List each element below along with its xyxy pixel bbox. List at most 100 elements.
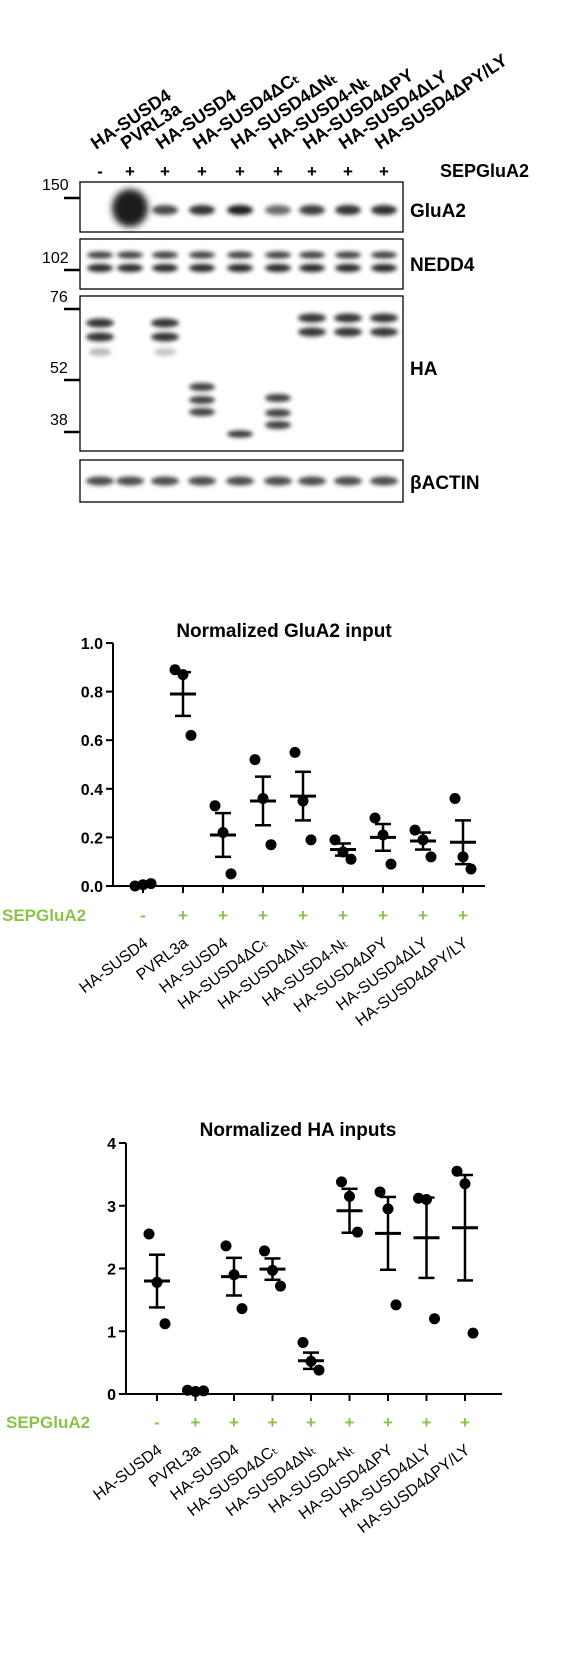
blot-band [188, 476, 216, 486]
blot-band [265, 421, 291, 429]
data-point [467, 1327, 479, 1339]
blot-band [265, 264, 291, 272]
treatment-sign: + [197, 162, 207, 181]
western-blot: HA-SUSD4PVRL3aHA-SUSD4HA-SUSD4ΔCₜHA-SUSD… [42, 50, 529, 503]
blot-band [299, 205, 325, 215]
data-point [390, 1299, 402, 1311]
blot-band [227, 430, 253, 438]
treatment-sign: + [307, 162, 317, 181]
data-point [429, 1313, 440, 1325]
data-point [313, 1364, 325, 1376]
treatment-sign: + [306, 1413, 316, 1432]
treatment-sign: + [345, 1413, 355, 1432]
treatment-sign: + [218, 906, 228, 925]
y-tick-label: 1.0 [81, 636, 103, 653]
blot-band [227, 251, 253, 259]
blot-band [227, 205, 253, 215]
treatment-sign: + [460, 1413, 470, 1432]
data-point [225, 868, 237, 880]
blot-band [335, 251, 361, 259]
chart2-marks [143, 1165, 479, 1397]
panel-label-nedd4: NEDD4 [410, 255, 475, 276]
bands-glua2 [112, 189, 397, 227]
blot-band [298, 476, 326, 486]
panel-label-glua2: GluA2 [410, 201, 466, 222]
treatment-sign: + [160, 162, 170, 181]
treatment-sign: + [191, 1413, 201, 1432]
blot-band [152, 251, 178, 259]
blot-band [264, 476, 292, 486]
blot-band [86, 332, 114, 342]
data-point [159, 1318, 171, 1330]
data-point [185, 729, 197, 741]
marker-102: 102 [42, 250, 69, 267]
blot-band [152, 264, 178, 272]
chart2-axes: 0 1 2 3 4 [107, 1136, 502, 1404]
blot-band [334, 327, 362, 337]
marker-76: 76 [50, 289, 68, 306]
blot-band [189, 408, 215, 416]
data-point [249, 754, 261, 766]
blot-band [298, 313, 326, 323]
data-point [297, 1337, 309, 1349]
treatment-sign: + [273, 162, 283, 181]
blot-band [112, 189, 148, 227]
blot-band [265, 409, 291, 417]
treatment-sign: + [383, 1413, 393, 1432]
treatment-sign: + [235, 162, 245, 181]
data-point [305, 834, 317, 846]
blot-band [298, 327, 326, 337]
treatment-sign: + [378, 906, 388, 925]
blot-band [189, 383, 215, 391]
blot-band [370, 476, 398, 486]
blot-band [189, 396, 215, 404]
blot-band [334, 313, 362, 323]
blot-band [87, 264, 113, 272]
blot-band [265, 251, 291, 259]
blot-panel-actin: βACTIN [79, 459, 480, 503]
treatment-sign: + [178, 906, 188, 925]
blot-panel-ha: 76 52 38 HA [50, 289, 438, 452]
bands-ha [86, 313, 398, 438]
y-tick-label: 4 [107, 1136, 116, 1153]
chart1-category-labels: HA-SUSD4PVRL3aHA-SUSD4HA-SUSD4ΔCₜHA-SUSD… [77, 934, 472, 1029]
treatment-sign: + [338, 906, 348, 925]
marker-52: 52 [50, 360, 68, 377]
panel-label-actin: βACTIN [410, 473, 480, 494]
blot-band [265, 205, 291, 215]
data-point [336, 1176, 347, 1188]
blot-band [370, 313, 398, 323]
y-tick-label: 0 [107, 1387, 116, 1404]
data-point [425, 851, 437, 863]
treatment-sign: + [379, 162, 389, 181]
data-point [449, 793, 461, 805]
data-point [220, 1240, 232, 1252]
blot-band [151, 318, 179, 328]
blot-band [87, 251, 113, 259]
chart1-treatment-row: SEPGluA2 - + + + + + + + + [2, 906, 468, 925]
treatment-sign: + [298, 906, 308, 925]
y-tick-label: 0.2 [81, 830, 103, 847]
treatment-sign: + [458, 906, 468, 925]
marker-38: 38 [50, 412, 68, 429]
treatment-sign: + [343, 162, 353, 181]
panel-label-ha: HA [410, 359, 438, 380]
treatment-sign: + [125, 162, 135, 181]
treatment-sign: - [140, 906, 146, 925]
blot-band [189, 251, 215, 259]
y-tick-label: 0.6 [81, 733, 103, 750]
blot-band [265, 394, 291, 402]
lane-headers: HA-SUSD4PVRL3aHA-SUSD4HA-SUSD4ΔCₜHA-SUSD… [87, 50, 511, 153]
y-tick-label: 3 [107, 1199, 116, 1216]
blot-band [370, 327, 398, 337]
blot-band [151, 476, 179, 486]
blot-band [86, 318, 114, 328]
treatment-sign: - [154, 1413, 160, 1432]
blot-band [299, 251, 325, 259]
chart1-axes: 0.0 0.2 0.4 0.6 0.8 1.0 [81, 636, 485, 896]
blot-band [86, 476, 114, 486]
bands-actin [86, 476, 398, 486]
blot-band [335, 264, 361, 272]
treatment-sign: + [268, 1413, 278, 1432]
chart2-category-labels: HA-SUSD4PVRL3aHA-SUSD4HA-SUSD4ΔCₜHA-SUSD… [91, 1441, 474, 1536]
